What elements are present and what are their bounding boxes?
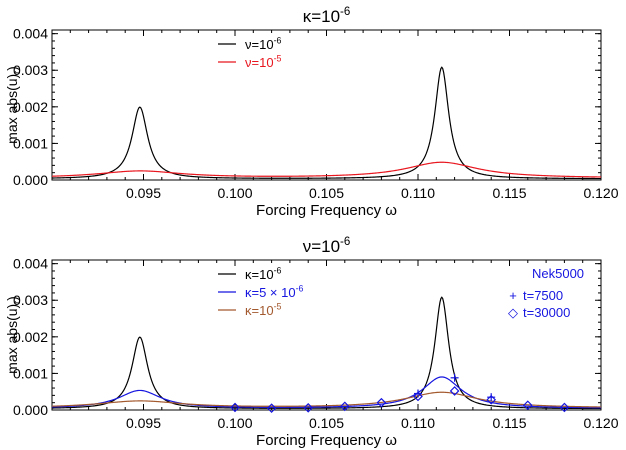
x-axis-label: Forcing Frequency ω [256,202,397,219]
legend-label: ν=10-5 [245,54,282,70]
x-tick-label: 0.110 [401,415,435,431]
data-point-diamond [376,397,387,408]
series-line-3 [52,391,601,408]
y-tick-label: 0.000 [13,402,48,418]
y-tick-label: 0.001 [13,135,48,151]
x-tick-label: 0.115 [493,185,527,201]
x-tick-label: 0.095 [126,185,161,201]
chart-panel-2: 0.095 0.100 0.105 0.110 0.115 0.120 0.000 0.001… [4,256,619,449]
plot-frame [51,259,602,411]
legend-label: κ=10-6 [245,266,282,282]
data-point-diamond [230,402,240,413]
legend-label: κ=5 × 10-6 [245,284,304,300]
legend2-label: t=30000 [523,305,570,320]
y-tick-label: 0.004 [13,256,48,272]
y-tick-label: 0.003 [13,62,48,78]
x-tick-label: 0.105 [309,415,344,431]
chart-title: ν=10-6 [303,236,351,256]
y-tick-label: 0.000 [13,172,48,188]
x-tick-label: 0.100 [217,185,252,201]
x-tick-label: 0.115 [493,415,527,431]
data-point-plus [414,389,422,398]
legend2-label: t=7500 [523,288,563,303]
chart-title: κ=10-6 [303,6,351,26]
data-point-diamond [486,394,497,405]
y-axis-label: max abs(u)r) [4,66,22,144]
x-tick-label: 0.105 [309,185,344,201]
x-tick-label: 0.100 [217,415,252,431]
diamond-icon: ◇ [508,305,518,320]
x-tick-label: 0.095 [126,415,161,431]
data-point-plus [487,393,496,402]
x-tick-label: 0.110 [401,185,435,201]
y-tick-label: 0.004 [13,26,48,42]
x-tick-label: 0.120 [583,185,618,201]
data-point-plus [450,373,459,382]
data-point-diamond [266,403,277,414]
legend-label: ν=10-6 [245,36,282,52]
data-point-diamond [449,386,460,396]
plus-icon: + [509,288,517,303]
legend2-title: Nek5000 [532,266,584,281]
y-tick-label: 0.002 [13,329,48,345]
y-tick-label: 0.002 [13,99,48,115]
data-point-diamond [559,402,570,413]
x-axis-label: Forcing Frequency ω [256,432,397,449]
series-line-1 [52,296,601,410]
plot-frame [51,29,602,181]
x-tick-label: 0.120 [583,415,618,431]
y-tick-label: 0.003 [13,292,48,308]
series-line-2 [52,376,601,409]
series-line-1 [52,66,601,180]
legend-label: κ=10-5 [245,302,282,318]
data-point-diamond [339,401,350,412]
data-point-diamond [303,402,314,413]
series-line-2 [52,161,601,178]
chart-panel-1: 0.095 0.100 0.105 0.110 0.115 0.120 0.000 0.001… [4,26,619,219]
y-tick-label: 0.001 [13,365,48,381]
data-point-diamond [522,400,533,411]
data-point-diamond [413,391,423,402]
y-axis-label: max abs(u)r) [4,296,22,374]
